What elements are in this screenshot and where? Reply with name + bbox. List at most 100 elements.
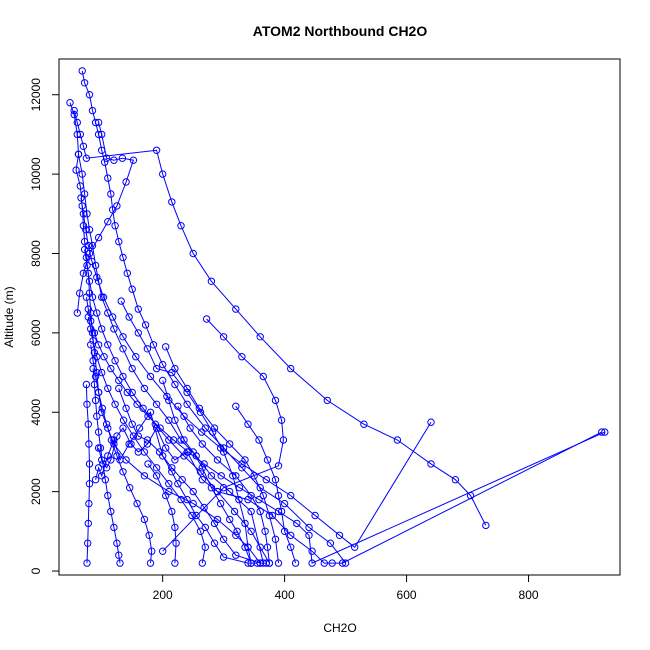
data-point <box>122 178 130 186</box>
data-point <box>98 472 106 480</box>
data-point <box>98 130 106 139</box>
data-point <box>94 428 103 436</box>
data-point <box>263 543 272 551</box>
data-point <box>250 472 258 480</box>
chart-title: ATOM2 Northbound CH2O <box>253 23 428 39</box>
data-point <box>326 539 335 547</box>
data-point <box>262 559 270 567</box>
data-point <box>308 559 316 567</box>
data-point <box>144 460 152 468</box>
data-point <box>174 480 182 488</box>
data-point <box>393 436 402 444</box>
data-point <box>89 364 97 373</box>
data-point <box>134 305 143 313</box>
data-point <box>80 79 89 87</box>
data-point <box>168 507 176 516</box>
data-point <box>128 364 136 373</box>
data-point <box>107 436 116 444</box>
data-point <box>135 424 144 432</box>
data-point <box>209 428 217 436</box>
data-point <box>82 154 91 162</box>
data-point <box>189 487 197 496</box>
data-point <box>115 237 123 246</box>
data-point <box>90 380 99 389</box>
data-point <box>174 402 182 410</box>
data-point <box>115 376 123 385</box>
data-point <box>104 218 112 226</box>
data-point <box>119 253 127 262</box>
data-point <box>83 400 91 408</box>
data-point <box>110 436 118 444</box>
series-11 <box>94 424 606 567</box>
data-point <box>271 396 280 405</box>
series-line <box>118 388 267 564</box>
data-point <box>119 424 127 432</box>
data-point <box>202 315 211 323</box>
data-point <box>256 333 264 341</box>
y-axis: 0 2000 4000 6000 8000 10000 12000 <box>29 78 60 574</box>
series-line <box>165 346 279 564</box>
data-point <box>87 325 95 333</box>
data-point <box>78 67 86 75</box>
data-point <box>311 511 319 520</box>
data-point <box>159 170 167 178</box>
data-point <box>94 464 103 472</box>
data-point <box>109 313 117 321</box>
data-point <box>76 289 84 297</box>
data-point <box>229 472 237 480</box>
data-point <box>271 476 280 484</box>
data-point <box>128 388 136 397</box>
data-point <box>143 436 152 444</box>
y-tick-label: 4000 <box>29 399 43 426</box>
series-line <box>92 368 121 564</box>
data-point <box>84 539 92 547</box>
data-point <box>233 527 241 535</box>
data-point <box>189 249 197 258</box>
data-point <box>280 527 289 535</box>
data-point <box>287 364 295 373</box>
series-2 <box>70 106 490 530</box>
data-point <box>91 372 100 381</box>
data-point <box>77 194 85 202</box>
x-axis-label: CH2O <box>323 621 356 635</box>
data-point <box>177 222 185 230</box>
data-point <box>198 428 206 436</box>
data-point <box>165 480 173 488</box>
data-point <box>277 416 286 424</box>
data-point <box>168 368 176 377</box>
data-point <box>94 341 103 349</box>
data-point <box>98 456 106 464</box>
data-point <box>168 464 176 472</box>
data-point <box>274 462 283 470</box>
data-point <box>125 313 133 321</box>
data-point <box>263 456 272 464</box>
data-point <box>94 277 103 285</box>
plot-frame <box>58 58 621 576</box>
data-point <box>335 531 344 539</box>
data-point <box>323 396 331 405</box>
data-point <box>198 559 207 567</box>
data-point <box>183 400 191 408</box>
data-point <box>82 380 91 389</box>
data-point <box>151 420 160 428</box>
data-point <box>91 261 100 270</box>
data-point <box>89 357 97 365</box>
data-point <box>73 309 82 317</box>
data-point <box>241 456 249 464</box>
data-point <box>149 341 158 349</box>
series-10 <box>82 380 94 567</box>
data-point <box>189 499 197 508</box>
data-point <box>427 418 435 426</box>
data-point <box>123 388 132 397</box>
series-line <box>80 197 432 548</box>
data-point <box>85 499 93 508</box>
data-point <box>451 476 460 484</box>
data-point <box>265 511 274 520</box>
data-point <box>79 222 88 230</box>
data-point <box>148 547 156 555</box>
data-point <box>207 484 216 492</box>
data-point <box>247 491 255 500</box>
data-point <box>338 559 347 567</box>
data-point <box>85 277 94 285</box>
data-point <box>84 305 93 313</box>
